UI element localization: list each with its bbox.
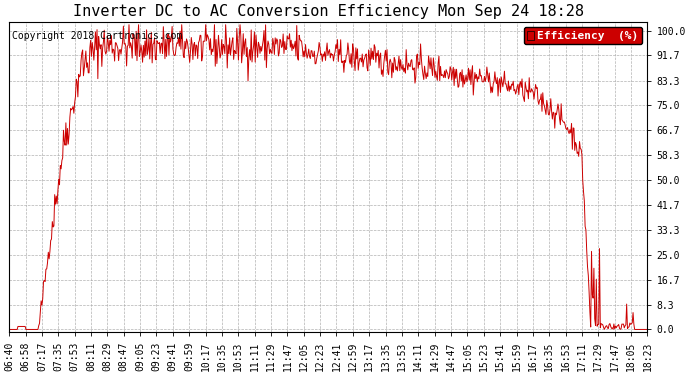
Legend: Efficiency  (%): Efficiency (%) <box>524 27 642 44</box>
Title: Inverter DC to AC Conversion Efficiency Mon Sep 24 18:28: Inverter DC to AC Conversion Efficiency … <box>73 4 584 19</box>
Text: Copyright 2018 Cartronics.com: Copyright 2018 Cartronics.com <box>12 31 183 41</box>
